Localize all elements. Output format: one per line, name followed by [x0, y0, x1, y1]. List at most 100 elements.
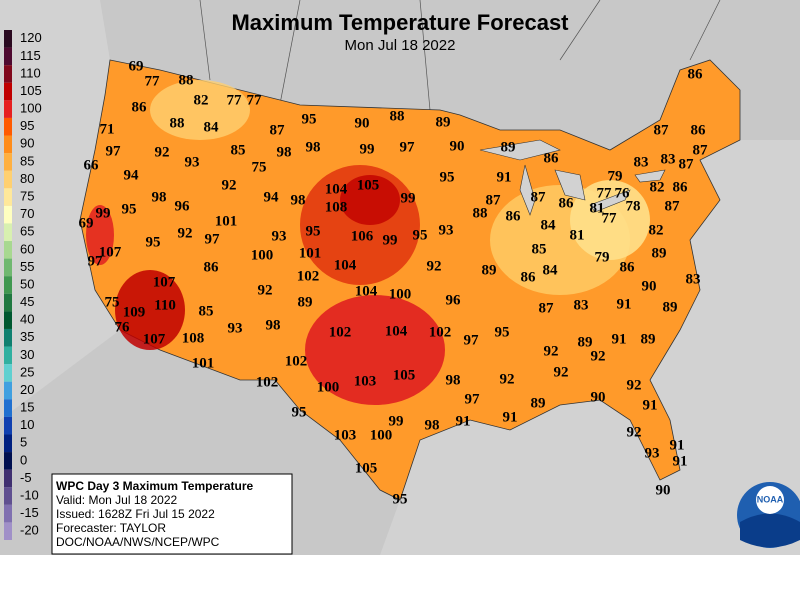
temperature-label: 81	[570, 227, 585, 243]
temperature-label: 94	[124, 167, 140, 183]
temperature-label: 99	[383, 232, 398, 248]
temperature-label: 84	[541, 217, 557, 233]
temperature-label: 100	[251, 247, 274, 263]
temperature-label: 92	[222, 177, 237, 193]
temperature-label: 90	[656, 482, 671, 498]
temperature-label: 86	[204, 259, 220, 275]
temperature-label: 86	[544, 150, 560, 166]
legend-label: 60	[20, 241, 34, 256]
temperature-label: 95	[393, 491, 408, 507]
legend-swatch	[4, 223, 12, 242]
temperature-label: 88	[170, 115, 185, 131]
temperature-label: 77	[247, 92, 263, 108]
temperature-label: 86	[688, 66, 704, 82]
temperature-label: 77	[602, 210, 618, 226]
legend-label: 70	[20, 206, 34, 221]
info-box-frame	[51, 473, 293, 555]
temperature-label: 103	[334, 427, 357, 443]
temperature-label: 69	[79, 215, 94, 231]
info-line: Issued: 1628Z Fri Jul 15 2022	[56, 507, 215, 521]
temperature-label: 85	[231, 142, 246, 158]
legend-label: 95	[20, 118, 34, 133]
info-line: WPC Day 3 Maximum Temperature	[56, 479, 253, 493]
temperature-label: 87	[693, 142, 709, 158]
united-states	[79, 59, 741, 501]
temperature-label: 91	[456, 413, 471, 429]
temperature-label: 79	[595, 249, 610, 265]
legend-label: 110	[20, 65, 41, 80]
legend-swatch	[4, 434, 12, 453]
great-lakes	[479, 139, 666, 216]
temperature-label: 95	[122, 201, 137, 217]
temperature-label: 75	[252, 159, 267, 175]
temperature-label: 99	[389, 413, 404, 429]
temperature-label: 89	[531, 395, 546, 411]
temperature-label: 93	[439, 222, 454, 238]
temperature-label: 104	[385, 323, 408, 339]
temperature-label: 92	[554, 364, 569, 380]
temperature-label: 100	[317, 379, 340, 395]
temperature-label: 94	[264, 189, 280, 205]
temperature-label: 91	[643, 397, 658, 413]
temperature-label: 98	[266, 317, 281, 333]
legend-swatch	[4, 311, 12, 329]
temperature-label: 92	[258, 282, 273, 298]
temperature-label: 95	[146, 234, 161, 250]
temperature-label: 99	[401, 190, 416, 206]
temperature-label: 86	[620, 259, 636, 275]
temperature-label: 95	[302, 111, 317, 127]
legend-label: 10	[20, 417, 34, 432]
temperature-label: 71	[100, 121, 115, 137]
temperature-label: 87	[270, 122, 286, 138]
temperature-label: 98	[152, 189, 167, 205]
temperature-label: 88	[179, 72, 194, 88]
temperature-label: 86	[521, 269, 537, 285]
temperature-label: 89	[501, 139, 516, 155]
temperature-label: 102	[256, 374, 279, 390]
temperature-label: 108	[182, 330, 205, 346]
temperature-label: 104	[325, 181, 348, 197]
temperature-label: 85	[532, 241, 547, 257]
noaa-logo: NOAA	[737, 482, 800, 548]
temperature-label: 89	[482, 262, 497, 278]
temperature-label: 91	[497, 169, 512, 185]
temperature-label: 104	[334, 257, 357, 273]
temperature-label: 89	[436, 114, 451, 130]
temperature-label: 110	[154, 297, 176, 313]
map-title: Maximum Temperature Forecast	[231, 10, 569, 35]
temperature-label: 95	[440, 169, 455, 185]
legend-label: 30	[20, 347, 34, 362]
legend-label: 55	[20, 259, 34, 274]
temperature-label: 96	[446, 292, 462, 308]
hot-area	[305, 295, 445, 405]
temperature-label: 92	[178, 225, 193, 241]
info-line: DOC/NOAA/NWS/NCEP/WPC	[56, 535, 220, 549]
legend-label: -15	[20, 505, 39, 520]
temperature-label: 81	[590, 200, 605, 216]
temperature-label: 90	[355, 115, 370, 131]
legend-swatch	[4, 135, 12, 154]
temperature-label: 87	[539, 300, 555, 316]
temperature-label: 98	[446, 372, 461, 388]
temperature-label: 76	[615, 185, 631, 201]
legend-swatch	[4, 47, 12, 66]
temperature-label: 91	[612, 331, 627, 347]
temperature-label: 107	[153, 274, 176, 290]
legend-label: 0	[20, 452, 27, 467]
hot-area	[86, 205, 114, 265]
logo-text: NOAA	[757, 494, 784, 504]
temperature-label: 77	[227, 92, 243, 108]
legend-label: 80	[20, 171, 34, 186]
temperature-label: 86	[691, 122, 707, 138]
legend-swatch	[4, 487, 12, 505]
temperature-label: 78	[626, 198, 641, 214]
temperature-label: 100	[389, 286, 412, 302]
temperature-label: 105	[357, 177, 380, 193]
legend-label: 105	[20, 83, 42, 98]
legend-swatch	[4, 346, 12, 365]
canada	[100, 0, 800, 150]
temperature-label: 82	[194, 92, 209, 108]
legend-swatch	[4, 469, 12, 488]
legend-swatch	[4, 82, 12, 101]
temperature-label: 108	[325, 199, 348, 215]
